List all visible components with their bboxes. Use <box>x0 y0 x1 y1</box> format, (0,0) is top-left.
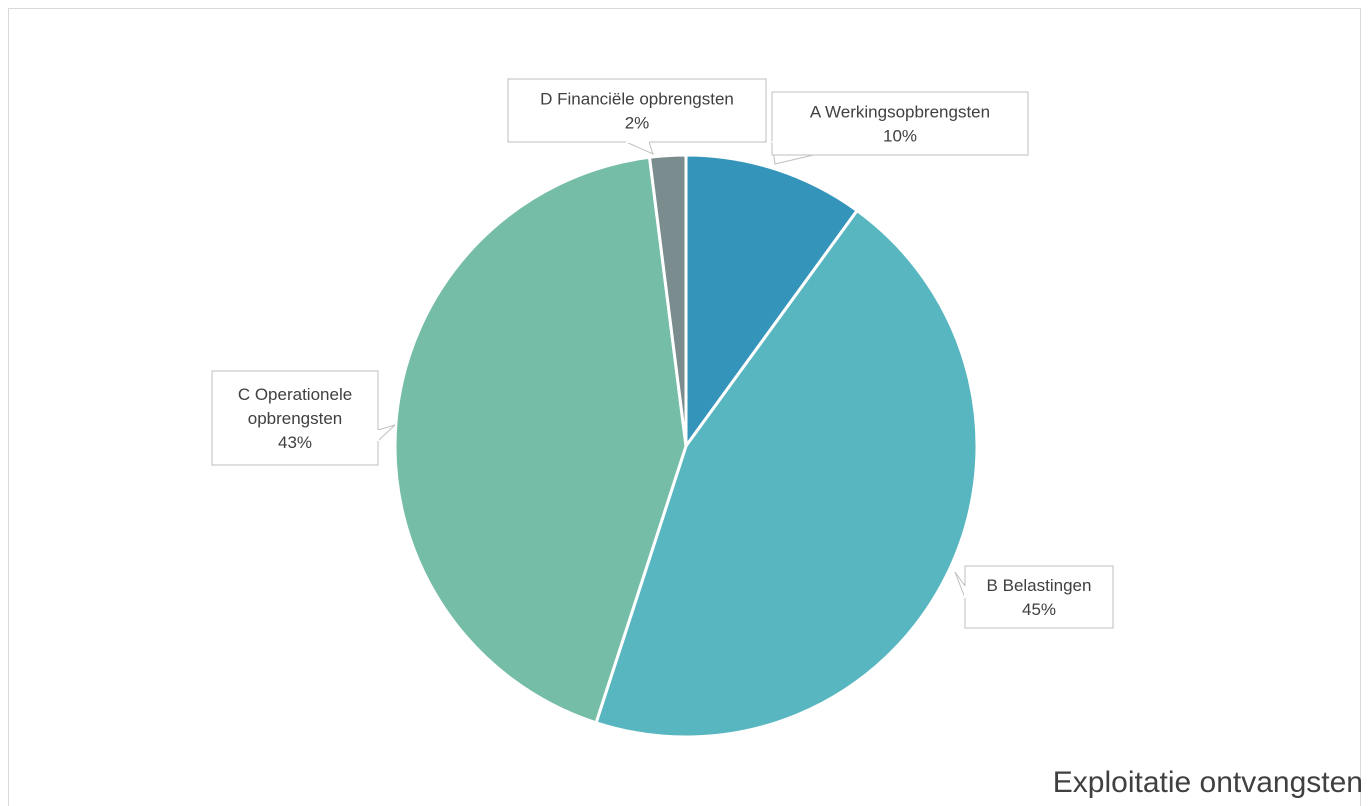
data-label-category: D Financiële opbrengsten <box>540 90 734 109</box>
callout-box <box>964 565 1114 629</box>
callout-pointer <box>377 424 396 443</box>
pie-slice-c <box>393 155 688 725</box>
data-label-value: 45% <box>1022 600 1056 619</box>
pie-slice-b <box>594 208 979 739</box>
data-label-category: C Operationele <box>238 385 352 404</box>
callout-box <box>507 78 767 143</box>
data-label-category: opbrengsten <box>248 409 343 428</box>
data-callout-b: B Belastingen 45% <box>954 565 1114 629</box>
data-callout-a: A Werkingsopbrengsten 10% <box>771 91 1029 165</box>
pie-slice-d <box>647 153 688 447</box>
chart-title: Exploitatie ontvangsten <box>1052 766 1363 799</box>
data-label-value: 10% <box>883 127 917 146</box>
data-label-value: 2% <box>625 114 650 133</box>
pie-slice-a <box>684 153 860 451</box>
callout-box <box>211 370 379 466</box>
data-callout-c: C Operationele opbrengsten 43% <box>211 370 396 466</box>
chart-frame <box>8 8 1361 806</box>
callout-box <box>771 91 1029 156</box>
callout-pointer <box>954 571 966 599</box>
data-label-category: A Werkingsopbrengsten <box>810 103 990 122</box>
data-callout-d: D Financiële opbrengsten 2% <box>507 78 767 155</box>
callout-pointer <box>625 141 654 155</box>
data-label-value: 43% <box>278 433 312 452</box>
data-label-category: B Belastingen <box>987 576 1092 595</box>
